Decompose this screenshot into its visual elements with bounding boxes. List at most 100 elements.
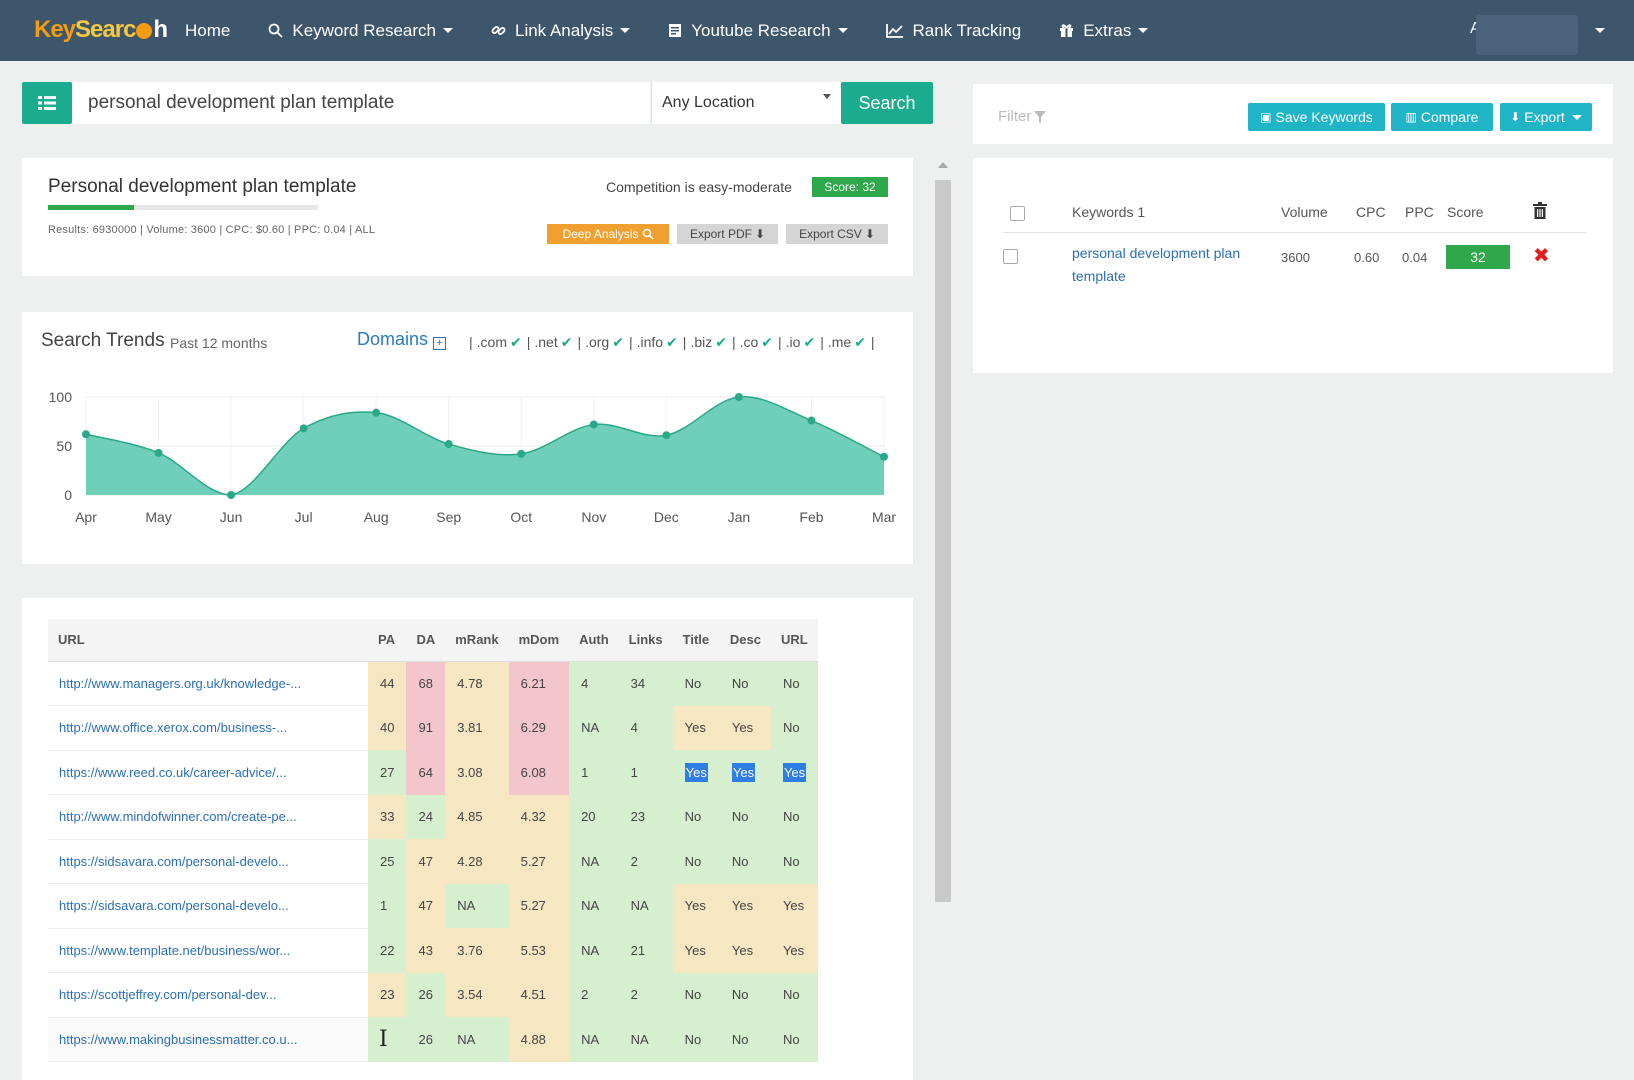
table-row: https://sidsavara.com/personal-develo...… xyxy=(48,839,819,884)
row-checkbox[interactable] xyxy=(1003,249,1018,264)
metric-value: 4.85 xyxy=(457,809,483,825)
domain-separator: | xyxy=(820,334,824,350)
nav-item-home[interactable]: Home xyxy=(166,0,249,61)
search-trends-chart: 0 50 100 Apr May Jun Jul Aug Sep Oct Nov Dec Jan Feb M… xyxy=(49,389,897,525)
domain-tld: .org xyxy=(585,334,610,350)
result-url-link[interactable]: https://sidsavara.com/personal-develo... xyxy=(48,839,368,884)
trash-icon[interactable] xyxy=(1533,202,1547,219)
score-badge: Score: 32 xyxy=(812,177,888,197)
metric-value: 2 xyxy=(630,987,638,1003)
header-score: Score xyxy=(1447,204,1484,220)
column-header-da[interactable]: DA xyxy=(406,619,446,662)
user-menu-caret-icon[interactable] xyxy=(1595,28,1605,33)
keyword-summary-panel: Personal development plan template Resul… xyxy=(22,158,913,276)
metric-cell: No xyxy=(770,705,819,750)
metric-value: 68 xyxy=(418,676,433,691)
metric-value: 21 xyxy=(630,942,646,958)
metric-value: 24 xyxy=(418,809,433,825)
left-scroll-thumb[interactable] xyxy=(935,180,951,902)
metric-cell: 4 xyxy=(618,705,673,750)
metric-cell: No xyxy=(719,972,771,1017)
metric-cell: 47 xyxy=(406,883,446,928)
metric-cell: 2 xyxy=(618,972,673,1017)
filter-button[interactable]: Filter xyxy=(998,108,1047,125)
caret-down-icon xyxy=(1138,28,1149,33)
table-row: https://www.reed.co.uk/career-advice/...… xyxy=(48,750,819,795)
metric-cell: 26 xyxy=(406,1017,446,1062)
nav-item-keyword-research[interactable]: Keyword Research xyxy=(249,0,472,61)
metric-cell: 4.85 xyxy=(445,794,509,839)
video-icon xyxy=(668,23,682,38)
keyword-list-toggle-button[interactable] xyxy=(22,82,72,124)
list-icon xyxy=(38,96,56,110)
column-header-mdom[interactable]: mDom xyxy=(508,619,570,662)
domains-toggle[interactable]: Domains + xyxy=(357,329,447,350)
nav-item-link-analysis[interactable]: Link Analysis xyxy=(472,0,649,61)
location-select[interactable]: Any Location xyxy=(651,82,841,124)
column-header-url[interactable]: URL xyxy=(48,619,368,662)
nav-item-youtube-research[interactable]: Youtube Research xyxy=(649,0,866,61)
result-url-link[interactable]: http://www.mindofwinner.com/create-pe... xyxy=(48,794,368,840)
result-url-link[interactable]: https://www.template.net/business/wor... xyxy=(48,928,368,973)
result-url-link[interactable]: https://scottjeffrey.com/personal-dev... xyxy=(48,972,368,1018)
search-button[interactable]: Search xyxy=(841,82,933,124)
metric-cell: Yes xyxy=(672,705,720,750)
logo-text-h: h xyxy=(153,16,168,43)
export-dropdown-button[interactable]: ⬇ Export xyxy=(1500,103,1592,131)
search-trends-title: Search Trends xyxy=(41,330,165,351)
metric-cell: 33 xyxy=(368,794,407,839)
metric-cell: Yes xyxy=(719,705,771,750)
deep-analysis-button[interactable]: Deep Analysis xyxy=(547,224,669,244)
select-caret-icon xyxy=(823,94,831,99)
delete-x-icon[interactable]: ✖ xyxy=(1533,245,1550,267)
link-icon xyxy=(491,23,506,38)
result-url-link[interactable]: https://www.reed.co.uk/career-advice/... xyxy=(48,750,368,795)
result-url-link[interactable]: http://www.managers.org.uk/knowledge-... xyxy=(48,661,368,706)
user-menu-button[interactable] xyxy=(1476,15,1578,55)
domain-tld: .net xyxy=(534,334,558,350)
result-url-link[interactable]: https://sidsavara.com/personal-develo... xyxy=(48,883,368,929)
chart-x-tick-label: Jun xyxy=(220,509,243,525)
select-all-checkbox[interactable] xyxy=(1010,206,1025,221)
save-keywords-button[interactable]: ▣ Save Keywords xyxy=(1248,103,1385,131)
export-pdf-button[interactable]: Export PDF ⬇ xyxy=(677,224,778,244)
score-progress-fill xyxy=(48,205,135,210)
table-row: http://www.managers.org.uk/knowledge-...… xyxy=(48,661,819,706)
keysearch-logo[interactable]: Key Searc h xyxy=(34,14,168,46)
metric-value: No xyxy=(731,987,749,1003)
compare-button[interactable]: ▥ Compare xyxy=(1391,103,1493,131)
metric-value: 33 xyxy=(380,809,395,825)
column-header-desc[interactable]: Desc xyxy=(719,619,771,662)
metric-cell: 3.08 xyxy=(445,750,509,795)
metric-cell: NA xyxy=(445,883,509,928)
download-icon: ⬇ xyxy=(754,227,766,241)
column-header-auth[interactable]: Auth xyxy=(569,619,619,662)
metric-value: Yes xyxy=(731,720,754,736)
result-url-link[interactable]: https://www.makingbusinessmatter.co.u... xyxy=(48,1017,368,1062)
metric-cell: 6.29 xyxy=(508,705,570,750)
metric-cell: Yes xyxy=(770,883,819,928)
metric-value: 1 xyxy=(581,764,589,780)
column-header-url[interactable]: URL xyxy=(770,619,819,662)
nav-item-rank-tracking[interactable]: Rank Tracking xyxy=(867,0,1041,61)
column-header-title[interactable]: Title xyxy=(672,619,720,662)
column-header-links[interactable]: Links xyxy=(618,619,673,662)
result-url-link[interactable]: http://www.office.xerox.com/business-... xyxy=(48,705,368,751)
export-csv-button[interactable]: Export CSV ⬇ xyxy=(786,224,888,244)
chart-x-tick-label: Jul xyxy=(295,509,313,525)
column-header-mrank[interactable]: mRank xyxy=(445,619,509,662)
logo-text-key: Key xyxy=(34,16,76,43)
saved-keywords-toolbar: Filter ▣ Save Keywords ▥ Compare ⬇ Export xyxy=(973,84,1613,144)
metric-value: No xyxy=(782,987,800,1003)
metric-value: 3.08 xyxy=(457,764,483,780)
metric-value: 2 xyxy=(581,987,589,1003)
column-header-pa[interactable]: PA xyxy=(368,619,407,662)
keyword-search-input[interactable] xyxy=(72,82,650,124)
saved-keyword-link[interactable]: personal development plan template xyxy=(1072,245,1241,284)
chart-x-tick-label: Jan xyxy=(728,509,751,525)
metric-value: No xyxy=(782,853,800,869)
metric-cell: Yes xyxy=(719,928,771,973)
metric-cell: 4.78 xyxy=(445,661,509,706)
nav-item-extras[interactable]: Extras xyxy=(1040,0,1167,61)
scroll-up-arrow-icon[interactable] xyxy=(938,162,948,168)
